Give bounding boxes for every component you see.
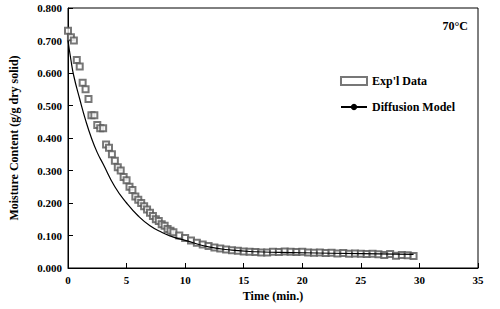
svg-text:35: 35: [473, 274, 485, 286]
svg-text:0.400: 0.400: [37, 132, 62, 144]
svg-text:0.100: 0.100: [37, 230, 62, 242]
svg-text:0.200: 0.200: [37, 197, 62, 209]
svg-text:Diffusion Model: Diffusion Model: [372, 100, 456, 114]
svg-text:Moisture Content (g/g dry soli: Moisture Content (g/g dry solid): [7, 55, 21, 220]
svg-text:10: 10: [180, 274, 192, 286]
svg-text:30: 30: [414, 274, 426, 286]
svg-text:0.700: 0.700: [37, 35, 62, 47]
svg-text:20: 20: [297, 274, 309, 286]
svg-text:15: 15: [238, 274, 250, 286]
svg-text:0.500: 0.500: [37, 100, 62, 112]
svg-text:Time (min.): Time (min.): [243, 289, 303, 303]
svg-text:0.600: 0.600: [37, 67, 62, 79]
svg-text:0: 0: [65, 274, 71, 286]
svg-text:Exp'l Data: Exp'l Data: [372, 74, 427, 88]
svg-text:25: 25: [355, 274, 367, 286]
svg-text:0.800: 0.800: [37, 2, 62, 14]
svg-text:0.300: 0.300: [37, 165, 62, 177]
svg-text:5: 5: [124, 274, 130, 286]
svg-text:70°C: 70°C: [443, 19, 468, 33]
svg-text:0.000: 0.000: [37, 262, 62, 274]
